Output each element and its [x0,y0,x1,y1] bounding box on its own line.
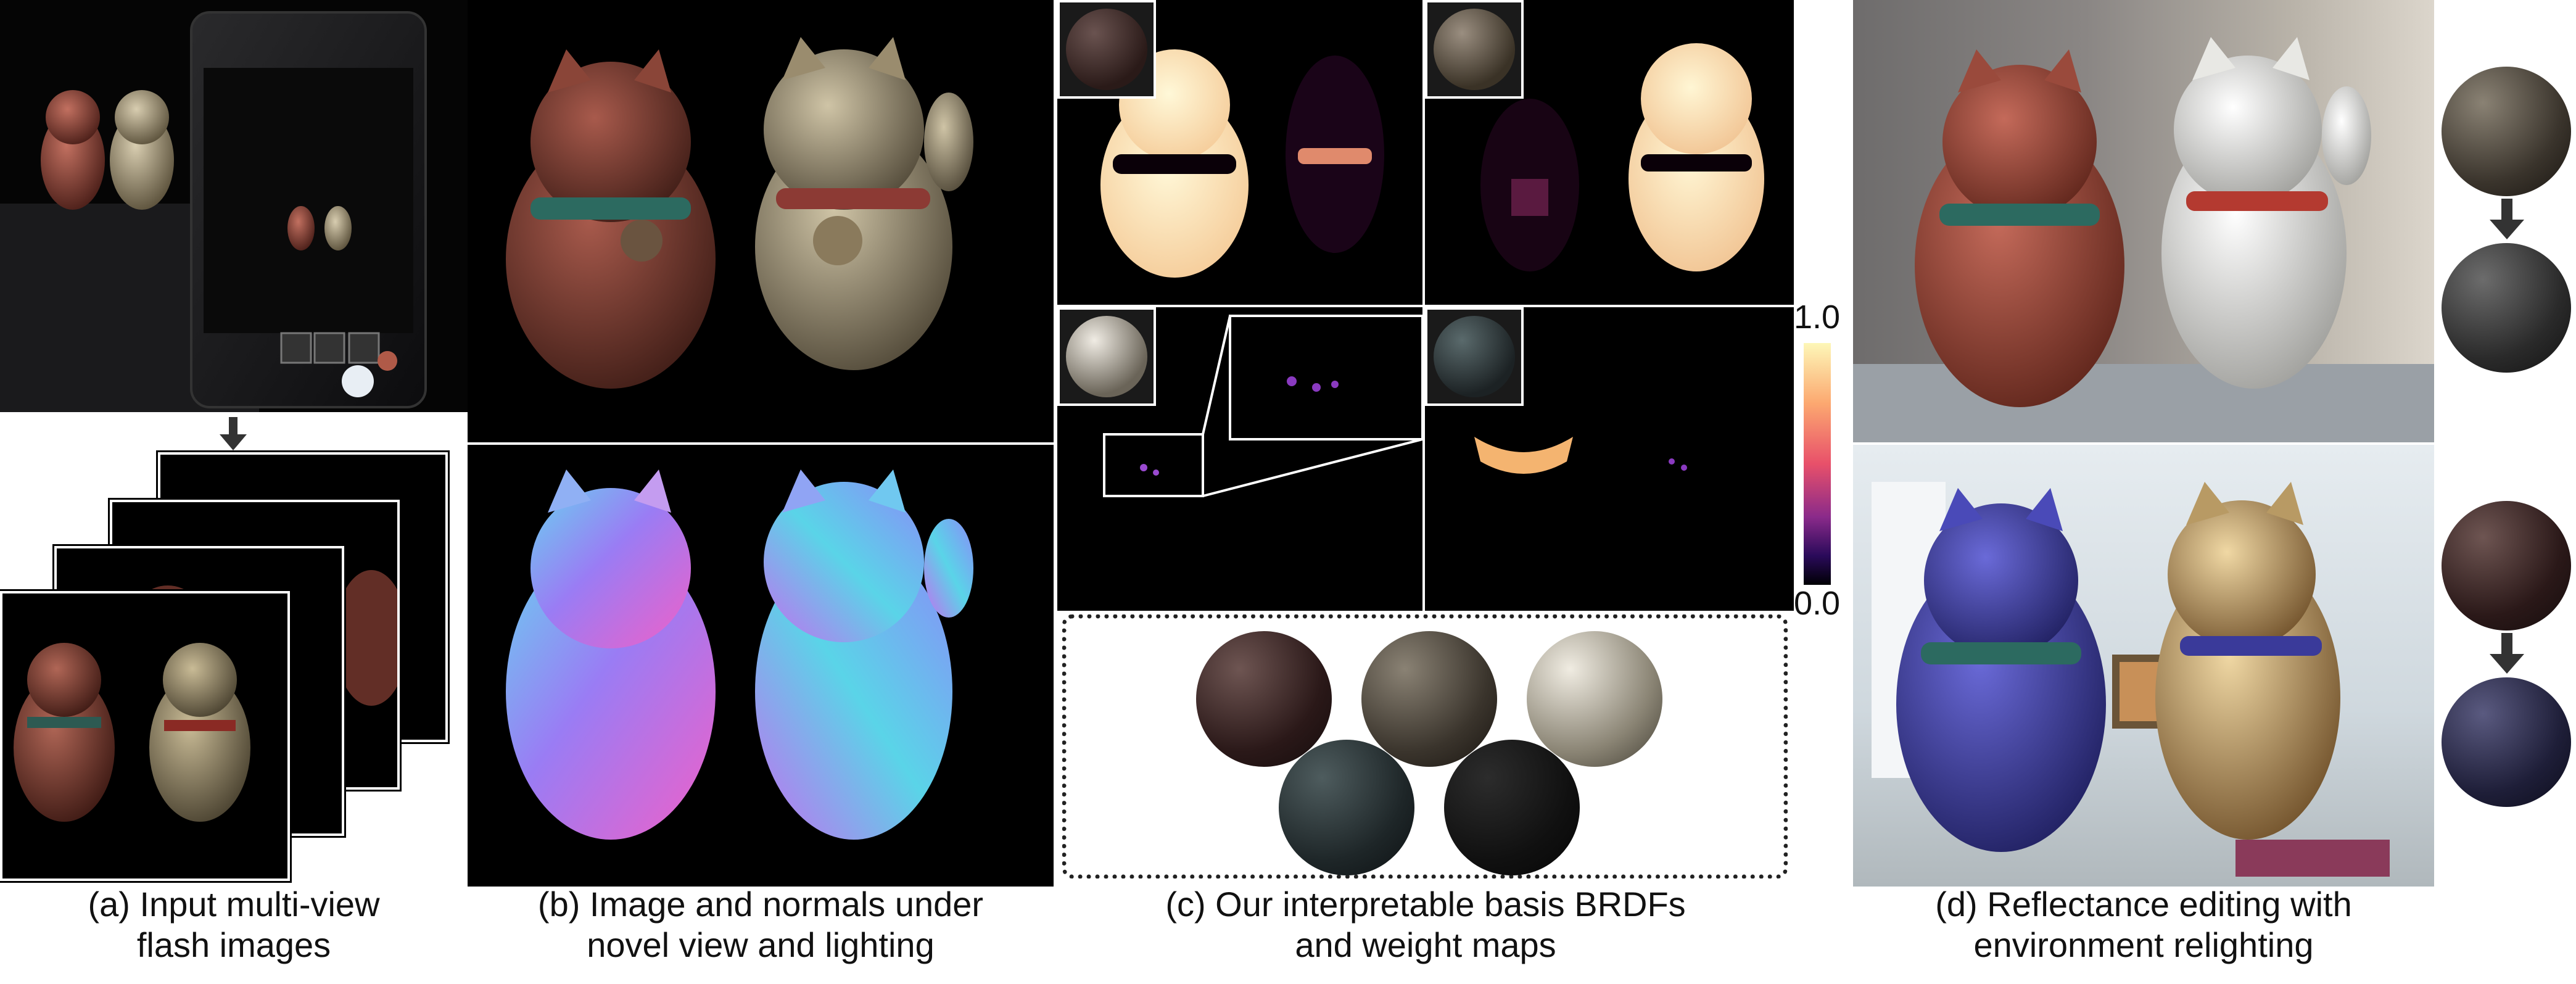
weight-map-2-basis-sphere [1425,0,1524,99]
basis-brdf-sphere-5 [1444,740,1580,875]
edit-target-sphere-top [2442,243,2571,373]
capture-scene [0,0,468,412]
basis-brdf-sphere-4 [1279,740,1414,875]
weight-map-1-basis-sphere [1057,0,1156,99]
weight-map-1 [1057,0,1422,305]
panel-b-divider [468,442,1054,445]
caption-d: (d) Reflectance editing with environment… [1935,885,2352,964]
capture-photo [0,0,468,412]
basis-brdf-box [1062,614,1788,879]
relit-image-2 [1853,445,2434,887]
edit-target-sphere-bottom [2442,677,2571,807]
caption-b: (b) Image and normals under novel view a… [537,885,984,964]
caption-c: (c) Our interpretable basis BRDFs and we… [1165,885,1686,964]
rendered-image-panel [468,0,1054,442]
weight-map-4-basis-sphere [1425,307,1524,406]
normal-map-panel [468,445,1054,887]
caption-a: (a) Input multi-view flash images [88,885,380,964]
weight-map-2 [1425,0,1794,305]
weight-map-3 [1057,307,1424,611]
weight-map-3-basis-sphere [1057,307,1156,406]
edit-source-sphere-top [2442,67,2571,196]
basis-brdf-sphere-3 [1527,631,1662,767]
down-arrow-icon [2490,633,2524,674]
basis-brdf-sphere-1 [1196,631,1332,767]
weight-colorbar [1804,343,1831,585]
down-arrow-icon [2490,199,2524,239]
relit-image-1 [1853,0,2434,442]
colorbar-min-label: 0.0 [1794,585,1841,622]
stack-card-1 [0,591,290,881]
weight-map-4 [1425,307,1794,611]
colorbar-max-label: 1.0 [1794,299,1841,336]
weight-map-grid [1057,0,1794,611]
edit-source-sphere-bottom [2442,501,2571,631]
basis-brdf-sphere-2 [1361,631,1497,767]
down-arrow-icon [220,417,247,450]
